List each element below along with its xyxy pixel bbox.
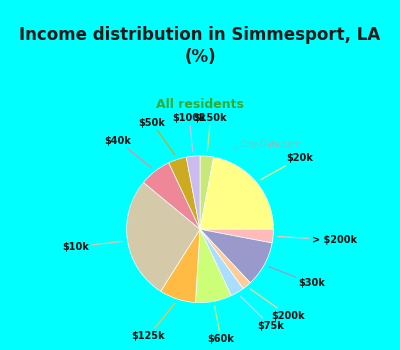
Text: > $200k: > $200k [278, 235, 357, 245]
Text: $200k: $200k [250, 289, 305, 321]
Text: All residents: All residents [156, 98, 244, 111]
Wedge shape [126, 182, 200, 291]
Wedge shape [200, 229, 272, 283]
Text: $20k: $20k [260, 153, 313, 180]
Wedge shape [200, 229, 274, 243]
Wedge shape [186, 156, 200, 229]
Text: $150k: $150k [194, 113, 227, 151]
Text: Income distribution in Simmesport, LA
(%): Income distribution in Simmesport, LA (%… [19, 26, 381, 66]
Text: $50k: $50k [138, 118, 175, 155]
Text: $40k: $40k [104, 136, 152, 168]
Wedge shape [144, 163, 200, 229]
Wedge shape [195, 229, 231, 303]
Wedge shape [200, 229, 250, 289]
Wedge shape [200, 229, 243, 296]
Text: $125k: $125k [132, 303, 175, 341]
Wedge shape [161, 229, 200, 302]
Wedge shape [200, 157, 274, 229]
Text: $60k: $60k [208, 306, 234, 344]
Text: ⓘ City-Data.com: ⓘ City-Data.com [233, 140, 300, 149]
Wedge shape [169, 157, 200, 229]
Wedge shape [200, 156, 214, 229]
Text: $75k: $75k [240, 296, 284, 331]
Text: $30k: $30k [269, 267, 325, 288]
Text: $100k: $100k [173, 113, 206, 151]
Text: $10k: $10k [62, 241, 123, 252]
